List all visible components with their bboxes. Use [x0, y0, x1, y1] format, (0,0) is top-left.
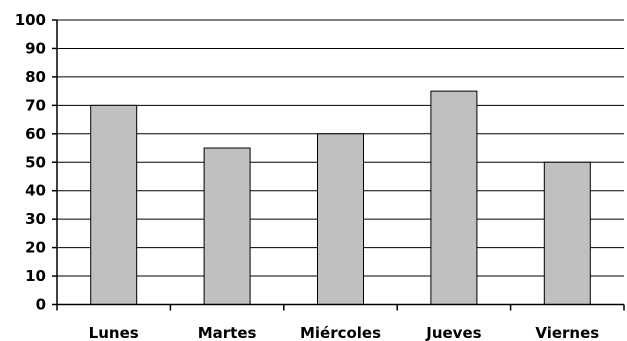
bar-martes	[203, 147, 251, 305]
x-category-label: Lunes	[89, 324, 139, 341]
y-tick-labels: 0 10 20 30 40 50 60 70 80 90 100	[15, 11, 46, 314]
x-category-labels: Lunes Martes Miércoles Jueves Viernes	[89, 324, 600, 341]
y-tick-label: 100	[15, 11, 46, 29]
bar-miércoles	[317, 133, 364, 305]
axes	[52, 19, 625, 311]
y-tick-label: 10	[25, 267, 46, 285]
y-tick-label: 80	[25, 68, 46, 86]
y-tick-label: 90	[25, 39, 46, 57]
y-tick-label: 40	[25, 182, 46, 200]
y-tick-label: 0	[36, 296, 46, 314]
bar-lunes	[90, 104, 138, 305]
x-category-label: Martes	[198, 324, 257, 341]
bar-viernes	[543, 161, 591, 305]
x-category-label: Jueves	[425, 324, 481, 341]
y-tick-label: 50	[25, 153, 46, 171]
bars	[90, 90, 591, 305]
bar-jueves	[430, 90, 478, 305]
y-tick-label: 70	[25, 96, 46, 114]
y-tick-label: 60	[25, 125, 46, 143]
x-category-label: Viernes	[535, 324, 599, 341]
y-tick-label: 20	[25, 239, 46, 257]
x-category-label: Miércoles	[300, 324, 381, 341]
y-tick-label: 30	[25, 210, 46, 228]
